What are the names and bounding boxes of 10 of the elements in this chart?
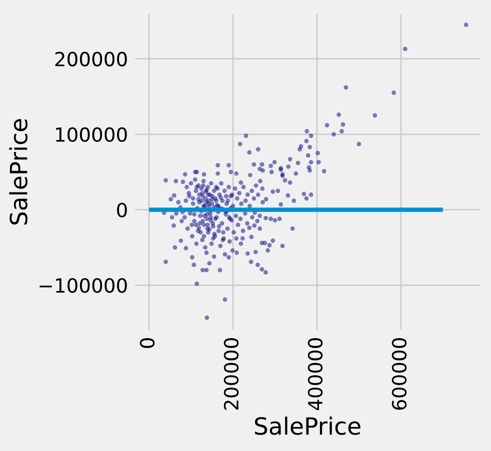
y-tick-label: −100000 (40, 278, 127, 293)
y-tick-label: 0 (117, 202, 127, 218)
x-axis-title: SalePrice (254, 416, 360, 435)
x-tick-label: 200000 (224, 338, 239, 410)
x-tick-label: 600000 (392, 338, 407, 410)
x-tick-label: 0 (140, 338, 155, 348)
x-tick-label: 400000 (308, 338, 323, 410)
y-axis-title: SalePrice (9, 119, 28, 225)
y-tick-label: 100000 (56, 127, 127, 142)
y-tick-label: 200000 (55, 52, 127, 66)
